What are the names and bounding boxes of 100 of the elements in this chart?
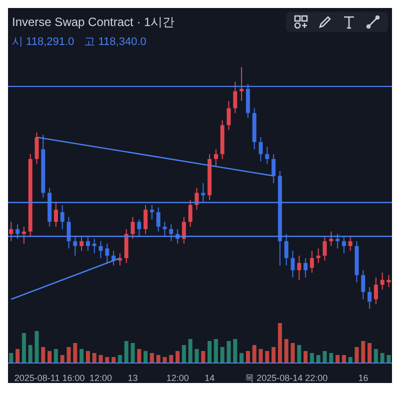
candlestick <box>284 233 288 266</box>
candlestick <box>34 132 39 164</box>
bar <box>233 339 238 363</box>
candlestick <box>201 182 206 204</box>
bar <box>201 351 206 363</box>
bar <box>258 349 263 363</box>
x-tick-label: 14 <box>204 373 215 383</box>
bar <box>368 343 372 363</box>
bar <box>150 353 154 363</box>
candlestick <box>342 236 346 254</box>
bar <box>226 341 231 363</box>
bar <box>124 341 128 363</box>
bar <box>316 355 320 363</box>
bar <box>22 333 26 363</box>
bar <box>60 355 64 363</box>
bar <box>214 339 218 363</box>
candlestick <box>112 250 116 266</box>
candlestick <box>105 243 110 264</box>
bar <box>105 357 110 363</box>
candlestick <box>188 200 192 228</box>
candlestick <box>272 154 276 184</box>
bar <box>188 339 192 363</box>
candlestick <box>66 216 71 249</box>
candlestick <box>361 270 366 300</box>
candlestick <box>386 274 391 288</box>
candlestick <box>60 204 64 230</box>
bar <box>208 341 212 363</box>
bar <box>9 353 14 363</box>
bar <box>118 355 122 363</box>
bar <box>48 351 52 363</box>
candlestick <box>348 236 352 252</box>
bar <box>386 355 391 363</box>
candlestick <box>316 248 320 264</box>
bar <box>41 347 46 363</box>
bar <box>336 355 340 363</box>
bar <box>112 357 116 363</box>
bar <box>54 349 58 363</box>
bar <box>28 345 32 363</box>
x-tick-label: 12:00 <box>166 373 189 383</box>
bar <box>169 355 174 363</box>
bar <box>86 351 90 363</box>
candlestick <box>368 286 372 310</box>
text: 고 118,340.0 <box>84 35 146 49</box>
candlestick <box>16 224 20 240</box>
x-tick-label: 목 2025-08-14 22:00 <box>245 373 328 383</box>
chart-title: Inverse Swap Contract · 1시간 <box>12 14 175 30</box>
bar <box>342 355 346 363</box>
x-tick-label: 16 <box>358 373 368 383</box>
bar <box>374 349 378 363</box>
candlestick <box>73 236 78 256</box>
bar <box>246 351 250 363</box>
candlestick <box>322 236 327 262</box>
candlestick <box>194 188 199 210</box>
x-tick-label: 13 <box>128 373 138 383</box>
bar <box>176 351 180 363</box>
bar <box>80 349 84 363</box>
bar <box>380 353 384 363</box>
bar <box>278 323 282 363</box>
bar <box>354 347 359 363</box>
candlestick <box>130 216 135 240</box>
bar <box>92 353 96 363</box>
candlestick <box>226 100 231 130</box>
candlestick <box>290 250 295 278</box>
bar <box>194 349 199 363</box>
bar <box>34 331 39 363</box>
bar <box>240 353 244 363</box>
bar <box>156 355 160 363</box>
bar <box>322 351 327 363</box>
bar <box>98 355 103 363</box>
bar <box>290 343 295 363</box>
candlestick <box>80 236 84 252</box>
text: 시 118,291.0 <box>12 35 74 49</box>
candlestick <box>297 255 302 280</box>
bar <box>16 349 20 363</box>
candlestick <box>310 250 314 274</box>
candlestick <box>86 236 90 252</box>
bar <box>220 347 224 363</box>
candlestick <box>137 218 142 237</box>
candlestick <box>92 238 96 254</box>
candlestick <box>374 276 378 305</box>
x-tick-label: 12:00 <box>90 373 112 383</box>
bar <box>137 349 142 363</box>
candlestick <box>22 226 26 244</box>
bar <box>361 341 366 363</box>
candlestick <box>304 258 308 278</box>
bar <box>272 347 276 363</box>
candlestick <box>169 224 174 242</box>
bar <box>252 345 256 363</box>
candlestick <box>240 66 244 102</box>
bar <box>329 353 334 363</box>
candlestick <box>156 206 160 232</box>
bar <box>297 345 302 363</box>
candlestick <box>9 221 14 242</box>
bar <box>182 345 186 363</box>
x-tick-label: 2025-08-11 16:00 <box>14 373 85 383</box>
bar <box>310 353 314 363</box>
candlestick <box>380 272 384 290</box>
candlestick <box>98 240 103 259</box>
bar <box>348 357 352 363</box>
bar <box>144 351 148 363</box>
